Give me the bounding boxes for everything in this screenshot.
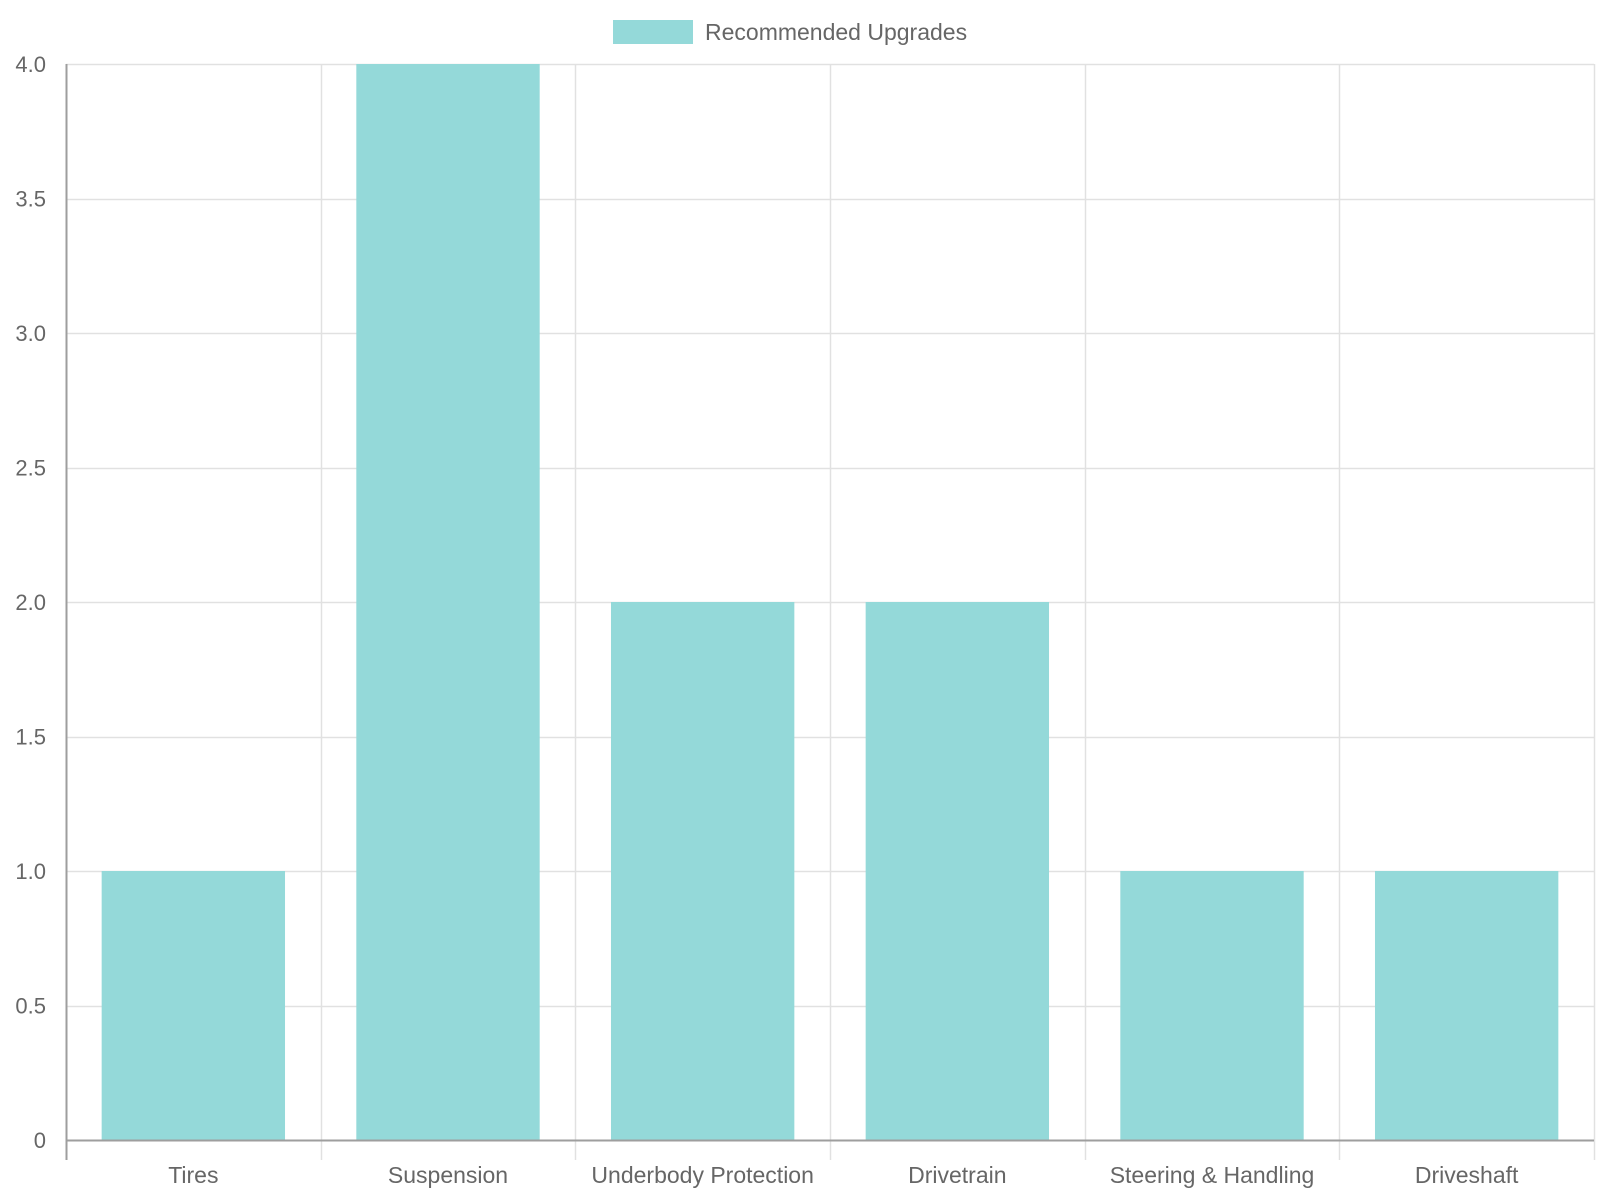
legend-label: Recommended Upgrades: [705, 19, 967, 45]
x-tick-label: Drivetrain: [908, 1162, 1006, 1188]
x-tick-label: Driveshaft: [1415, 1162, 1519, 1188]
y-tick-label: 2.5: [15, 456, 46, 481]
bars: [101, 64, 1559, 1140]
bar-underbody-protection[interactable]: [610, 602, 795, 1140]
x-tick-label: Underbody Protection: [591, 1162, 813, 1188]
bar-driveshaft[interactable]: [1374, 871, 1559, 1140]
y-tick-label: 1.0: [15, 859, 46, 884]
y-tick-label: 3.5: [15, 187, 46, 212]
x-tick-label: Steering & Handling: [1110, 1162, 1315, 1188]
y-tick-label: 1.5: [15, 725, 46, 750]
legend-swatch: [613, 20, 693, 44]
y-tick-label: 4.0: [15, 52, 46, 77]
y-tick-label: 0.5: [15, 994, 46, 1019]
y-tick-label: 2.0: [15, 590, 46, 615]
bar-suspension[interactable]: [356, 64, 540, 1140]
axes: [65, 64, 1594, 1160]
x-axis-ticks: Tires Suspension Underbody Protection Drive…: [168, 1162, 1519, 1188]
bar-drivetrain[interactable]: [865, 602, 1050, 1140]
bar-tires[interactable]: [101, 871, 286, 1140]
x-tick-label: Suspension: [388, 1162, 508, 1188]
legend[interactable]: Recommended Upgrades: [613, 19, 967, 45]
x-tick-label: Tires: [168, 1162, 218, 1188]
y-tick-label: 0: [34, 1128, 46, 1153]
y-axis-ticks: 0 0.5 1.0 1.5 2.0 2.5 3.0 3.5 4.0: [15, 52, 46, 1153]
y-tick-label: 3.0: [15, 321, 46, 346]
bar-steering-handling[interactable]: [1120, 871, 1304, 1140]
grid: [66, 63, 1596, 1160]
